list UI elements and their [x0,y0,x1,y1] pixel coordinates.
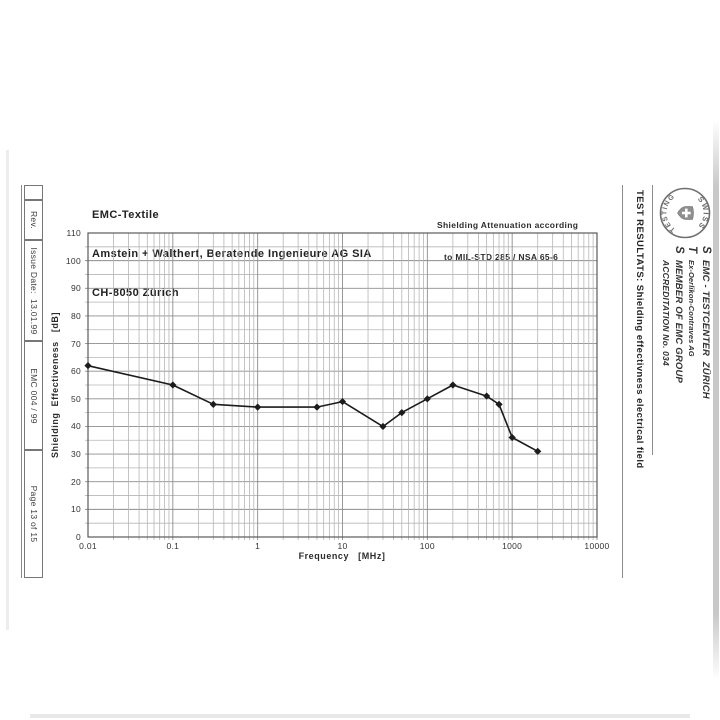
data-point-marker [313,403,321,411]
logo-arc-top-text: SWISS [696,195,711,232]
standard-note-line1: Shielding Attenuation according [437,220,579,230]
y-tick-label: 40 [70,421,81,432]
x-tick-label: 10 [337,541,348,551]
sts-org-text: MEMBER OF EMC GROUP [673,260,684,384]
sidebar-rule-outer [652,185,653,455]
data-point-marker [169,381,177,389]
scan-edge-bottom [30,714,690,718]
y-tick-label: 100 [65,255,81,266]
data-point-marker [209,400,217,408]
strip-cell-label: EMC 004 / 99 [28,367,39,424]
standard-note-line2: to MIL-STD 285 / NSA 65-6 [444,251,559,262]
strip-cell: EMC 004 / 99 [24,341,43,450]
strip-cell [24,185,43,200]
strip-cell-label: Rev. [28,210,39,230]
sts-org-text: ACCREDITATION No. 034 [661,260,672,366]
x-tick-label: 0.01 [79,541,97,551]
header-line-engineers: Amstein + Walthert, Beratende Ingenieure… [92,248,372,260]
data-point-marker [379,422,387,431]
series-line [87,364,539,453]
x-tick-label: 0.1 [166,541,180,551]
y-tick-label: 10 [70,504,81,515]
strip-cell: Rev. [24,200,43,240]
sidebar-rule-inner [622,185,623,578]
scan-edge-right [713,120,719,680]
strip-cell-label: Issue Date: 13.01.99 [28,246,39,335]
sts-initial: S [700,246,712,254]
data-point-marker [534,447,542,455]
document-header: EMC-Textile Amstein + Walthert, Beratend… [92,183,372,313]
y-axis-title: Shielding Effectiveness [dB] [50,311,60,459]
data-point-marker [483,392,491,400]
strip-cell-label: Page 13 of 15 [28,485,39,543]
strip-cell: Issue Date: 13.01.99 [24,240,43,341]
sts-org-text: EMC - TESTCENTER ZÜRICH [700,260,711,399]
sts-org-text: Ex-Oerlikon-Contraves AG [687,260,697,357]
x-axis-title: Frequency [MHz] [298,551,386,561]
strip-cell: Page 13 of 15 [24,450,43,578]
sts-initial: T [686,246,699,254]
y-tick-label: 50 [70,393,81,404]
data-point-marker [84,362,92,370]
left-strip-outer-rule [21,185,22,578]
y-tick-label: 70 [70,338,81,349]
data-point-marker [495,400,503,408]
data-point-marker [338,397,347,406]
y-tick-label: 80 [70,310,81,321]
header-line-company: EMC-Textile [92,209,160,221]
sts-org-line: ACCREDITATION No. 034 [658,246,672,461]
y-tick-label: 110 [66,228,81,238]
y-tick-label: 30 [70,449,81,460]
x-tick-label: 1 [255,541,261,551]
x-tick-label: 10000 [584,541,610,551]
x-tick-label: 1000 [502,541,523,551]
svg-text:SWISS: SWISS [696,195,711,232]
y-tick-label: 60 [70,366,81,377]
y-tick-label: 90 [70,283,81,294]
sts-initial: S [673,246,685,254]
data-point-marker [508,433,516,442]
data-point-marker [423,395,431,403]
sts-org-line: S EMC - TESTCENTER ZÜRICH [699,246,712,461]
x-tick-label: 100 [419,541,435,551]
sts-swiss-testing-logo-icon: SWISS TESTING [659,187,711,239]
scan-edge-left [6,150,9,630]
standard-note: Shielding Attenuation according to MIL-S… [437,199,578,273]
sts-org-line: S MEMBER OF EMC GROUP [672,246,685,461]
data-point-marker [449,381,457,389]
swiss-shield-cross-icon [677,206,694,220]
y-tick-label: 20 [70,476,81,487]
sts-org-line: T Ex-Oerlikon-Contraves AG [685,246,699,461]
y-tick-label: 0 [75,532,81,542]
data-point-marker [254,403,262,411]
header-line-city: CH-8050 Zürich [92,287,179,299]
data-point-marker [398,409,406,417]
